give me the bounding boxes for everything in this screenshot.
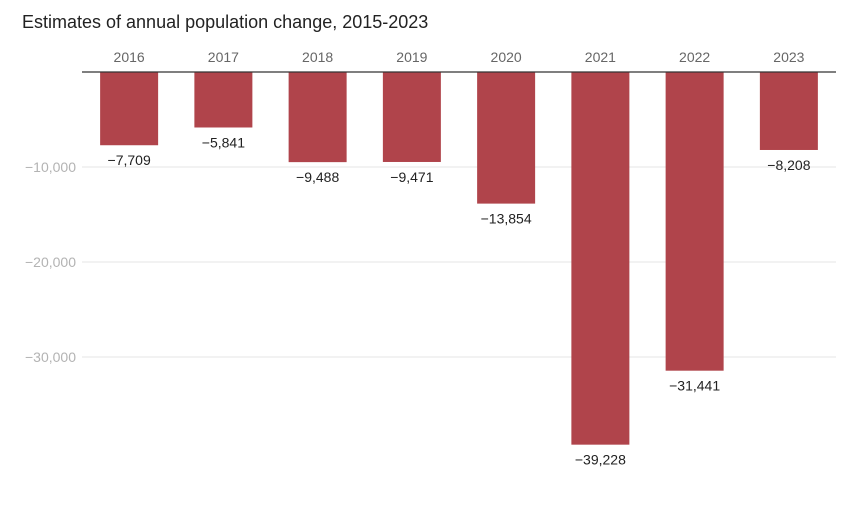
bar-2016	[100, 72, 159, 146]
y-tick-label: −30,000	[25, 349, 76, 365]
bar-2020	[477, 72, 536, 204]
data-label: −9,488	[296, 169, 339, 185]
data-label: −31,441	[669, 378, 720, 394]
y-tick-label: −20,000	[25, 254, 76, 270]
y-tick-label: −10,000	[25, 159, 76, 175]
category-label: 2018	[302, 49, 333, 65]
category-label: 2020	[491, 49, 522, 65]
data-label: −7,709	[108, 152, 151, 168]
category-label: 2019	[396, 49, 427, 65]
data-label: −9,471	[390, 169, 433, 185]
data-label: −8,208	[767, 157, 810, 173]
category-label: 2017	[208, 49, 239, 65]
data-label: −5,841	[202, 134, 245, 150]
bar-2019	[382, 72, 441, 162]
bar-2018	[288, 72, 347, 163]
bar-2017	[194, 72, 253, 128]
bar-2021	[571, 72, 630, 445]
category-label: 2021	[585, 49, 616, 65]
category-label: 2022	[679, 49, 710, 65]
data-label: −13,854	[481, 211, 532, 227]
category-label: 2023	[773, 49, 804, 65]
chart-title: Estimates of annual population change, 2…	[22, 12, 429, 32]
bar-2023	[759, 72, 818, 150]
bar-2022	[665, 72, 724, 371]
category-label: 2016	[114, 49, 145, 65]
data-label: −39,228	[575, 452, 626, 468]
